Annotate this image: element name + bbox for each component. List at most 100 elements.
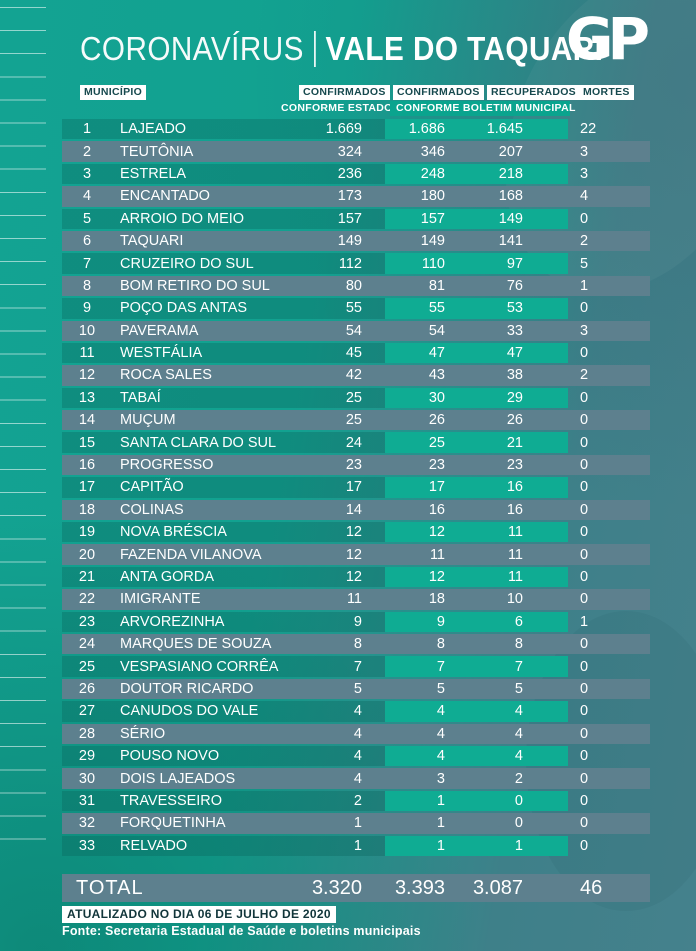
confirmed-municipal-value: 5	[436, 680, 445, 697]
recovered-value: 11	[507, 524, 523, 541]
recovered-value: 4	[514, 703, 523, 720]
table-row: 32 FORQUETINHA 1 1 0 0	[62, 813, 650, 834]
municipal-bulletin-band: 149 141	[385, 231, 568, 251]
recovered-value: 5	[514, 680, 523, 697]
table-row: 20 FAZENDA VILANOVA 12 11 11 0	[62, 544, 650, 565]
confirmed-municipal-value: 4	[436, 748, 445, 765]
total-confirmed-municipal: 3.393	[394, 876, 445, 899]
updated-date-badge: ATUALIZADO NO DIA 06 DE JULHO DE 2020	[62, 906, 336, 923]
confirmed-state-value: 54	[345, 322, 362, 339]
municipality-name: NOVA BRÉSCIA	[120, 524, 227, 541]
column-header-confirmados-estado: CONFIRMADOS	[299, 85, 390, 100]
table-row: 21 ANTA GORDA 12 12 11 0	[62, 566, 650, 588]
row-rank: 29	[78, 748, 96, 765]
municipality-name: WESTFÁLIA	[120, 345, 203, 362]
municipal-bulletin-band: 55 53	[385, 298, 568, 319]
deaths-value: 0	[580, 658, 589, 675]
confirmed-state-value: 25	[345, 412, 362, 429]
confirmed-state-value: 5	[353, 680, 362, 697]
deaths-value: 1	[580, 613, 589, 630]
confirmed-state-value: 25	[345, 389, 362, 406]
row-rank: 14	[78, 412, 96, 429]
recovered-value: 21	[506, 434, 523, 451]
row-rank: 32	[78, 815, 96, 832]
confirmed-state-value: 8	[353, 636, 362, 653]
confirmed-municipal-value: 346	[420, 143, 445, 160]
table-row: 17 CAPITÃO 17 17 16 0	[62, 477, 650, 498]
municipal-bulletin-band: 12 11	[385, 566, 568, 588]
title-region: VALE DO TAQUARI	[325, 30, 604, 67]
row-rank: 4	[82, 188, 92, 205]
confirmed-municipal-value: 157	[420, 210, 445, 227]
row-rank: 12	[78, 367, 96, 384]
municipality-name: VESPASIANO CORRÊA	[120, 658, 279, 675]
municipal-bulletin-band: 248 218	[385, 163, 568, 185]
table-row: 6 TAQUARI 149 149 141 2	[62, 230, 650, 252]
confirmed-municipal-value: 1.686	[408, 121, 445, 138]
source-credit: Fonte: Secretaria Estadual de Saúde e bo…	[62, 924, 421, 938]
confirmed-municipal-value: 3	[436, 770, 445, 787]
confirmed-municipal-value: 9	[436, 613, 445, 630]
municipal-bulletin-band: 4 4	[385, 745, 568, 767]
deaths-value: 3	[580, 322, 589, 339]
deaths-value: 0	[580, 524, 589, 541]
confirmed-municipal-value: 12	[428, 569, 445, 585]
title-coronavirus: CORONAVÍRUS	[80, 30, 304, 67]
confirmed-municipal-value: 149	[420, 233, 445, 250]
municipal-bulletin-band: 8 8	[385, 634, 568, 654]
municipality-name: TRAVESSEIRO	[120, 792, 223, 809]
row-rank: 31	[78, 792, 96, 809]
row-rank: 30	[78, 770, 96, 787]
deaths-value: 0	[580, 748, 589, 765]
table-row: 30 DOIS LAJEADOS 4 3 2 0	[62, 768, 650, 789]
municipal-bulletin-band: 1 0	[385, 813, 568, 833]
municipality-name: POUSO NOVO	[120, 748, 220, 765]
confirmed-state-value: 42	[345, 367, 362, 384]
deaths-value: 0	[580, 546, 589, 563]
table-row: 10 PAVERAMA 54 54 33 3	[62, 320, 650, 341]
municipality-name: FAZENDA VILANOVA	[120, 546, 262, 563]
table-row: 22 IMIGRANTE 11 18 10 0	[62, 589, 650, 610]
deaths-value: 2	[580, 233, 589, 250]
confirmed-municipal-value: 180	[420, 188, 445, 205]
municipal-bulletin-band: 110 97	[385, 253, 568, 274]
municipality-name: TAQUARI	[120, 233, 184, 250]
row-rank: 20	[78, 546, 96, 563]
municipal-bulletin-band: 25 21	[385, 432, 568, 453]
table-row: 1 LAJEADO 1.669 1.686 1.645 22	[62, 119, 650, 140]
table-row: 31 TRAVESSEIRO 2 1 0 0	[62, 790, 650, 812]
confirmed-state-value: 112	[338, 255, 362, 272]
table-row: 8 BOM RETIRO DO SUL 80 81 76 1	[62, 275, 650, 297]
municipal-bulletin-band: 54 33	[385, 321, 568, 341]
recovered-value: 33	[506, 322, 523, 339]
recovered-value: 16	[506, 501, 523, 518]
confirmed-municipal-value: 43	[428, 367, 445, 384]
table-body: 1 LAJEADO 1.669 1.686 1.645 22 2 TEUTÔNI…	[62, 119, 650, 856]
deaths-value: 0	[580, 389, 589, 406]
confirmed-municipal-value: 8	[436, 636, 445, 653]
confirmed-municipal-value: 4	[436, 725, 445, 742]
municipal-bulletin-band: 4 4	[385, 724, 568, 744]
page-title: CORONAVÍRUS VALE DO TAQUARI	[80, 30, 603, 68]
municipal-bulletin-band: 17 16	[385, 477, 568, 498]
municipality-name: DOUTOR RICARDO	[120, 680, 254, 697]
table-row: 16 PROGRESSO 23 23 23 0	[62, 454, 650, 476]
recovered-value: 4	[514, 748, 523, 765]
table-row: 27 CANUDOS DO VALE 4 4 4 0	[62, 701, 650, 722]
confirmed-municipal-value: 1	[436, 837, 445, 854]
confirmed-municipal-value: 47	[428, 345, 445, 362]
total-deaths: 46	[580, 876, 603, 899]
deaths-value: 0	[580, 636, 589, 653]
table-row: 26 DOUTOR RICARDO 5 5 5 0	[62, 678, 650, 700]
row-rank: 21	[78, 569, 96, 585]
deaths-value: 0	[580, 815, 589, 832]
confirmed-state-value: 14	[345, 501, 362, 518]
confirmed-state-value: 157	[337, 210, 362, 227]
municipality-name: SANTA CLARA DO SUL	[120, 434, 277, 451]
recovered-value: 0	[514, 815, 523, 832]
confirmed-municipal-value: 18	[428, 591, 445, 608]
municipal-bulletin-band: 1 0	[385, 790, 568, 812]
row-rank: 33	[78, 837, 96, 854]
municipality-name: LAJEADO	[120, 121, 187, 138]
municipality-name: PROGRESSO	[120, 457, 214, 474]
